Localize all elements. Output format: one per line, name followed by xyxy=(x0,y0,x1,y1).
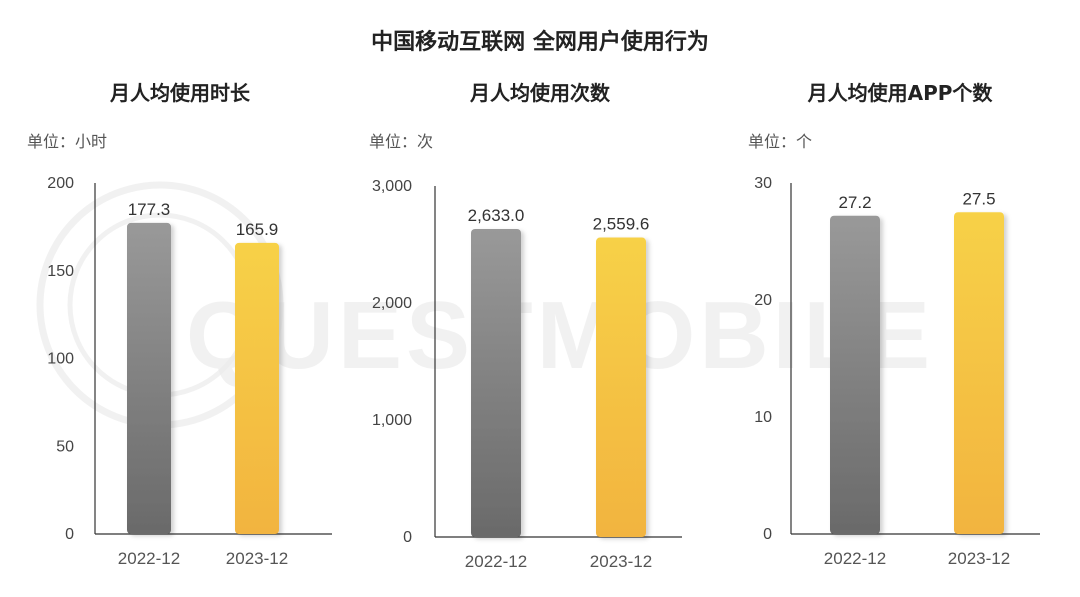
x-tick-label: 2022-12 xyxy=(465,552,527,571)
x-tick-label: 2022-12 xyxy=(118,549,180,568)
chart-panel-usage-hours: 月人均使用时长 单位：小时 0 50 100 150 200 177.3 2022-12 16… xyxy=(0,0,360,597)
chart-panel-usage-times: 月人均使用次数 单位：次 0 1,000 2,000 3,000 2,633.0 2022… xyxy=(360,0,720,597)
panel-title: 月人均使用时长 xyxy=(110,81,250,105)
y-tick-label: 1,000 xyxy=(372,412,412,429)
y-tick-label: 10 xyxy=(754,409,772,426)
y-tick-label: 100 xyxy=(47,351,74,368)
chart-panel-app-count: 月人均使用APP个数 单位：个 0 10 20 30 27.2 2022-12 27.5 20… xyxy=(720,0,1080,597)
data-label: 27.2 xyxy=(838,193,871,212)
y-tick-label: 150 xyxy=(47,263,74,280)
data-label: 2,559.6 xyxy=(593,215,650,234)
y-tick-label: 3,000 xyxy=(372,178,412,195)
panel-title: 月人均使用APP个数 xyxy=(807,81,993,105)
unit-label: 单位：次 xyxy=(369,132,434,151)
bar-2023-12 xyxy=(954,212,1004,534)
y-tick-label: 2,000 xyxy=(372,295,412,312)
data-label: 2,633.0 xyxy=(468,206,525,225)
bar-2023-12 xyxy=(235,242,279,534)
panel-title: 月人均使用次数 xyxy=(470,81,610,105)
data-label: 27.5 xyxy=(962,189,995,208)
data-label: 177.3 xyxy=(128,200,171,219)
bar-chart-usage-times: 0 1,000 2,000 3,000 2,633.0 2022-12 2,559.6 202… xyxy=(372,178,682,571)
y-tick-label: 200 xyxy=(47,175,74,192)
y-tick-label: 0 xyxy=(403,529,412,546)
bar-2022-12 xyxy=(471,228,521,537)
unit-label: 单位：小时 xyxy=(27,132,108,151)
bar-2023-12 xyxy=(596,237,646,537)
y-tick-label: 0 xyxy=(763,526,772,543)
main-title: 中国移动互联网 全网用户使用行为 xyxy=(371,30,709,55)
x-tick-label: 2022-12 xyxy=(824,549,886,568)
y-tick-label: 0 xyxy=(65,526,74,543)
bar-chart-usage-hours: 0 50 100 150 200 177.3 2022-12 165.9 2023-12 xyxy=(47,175,332,568)
bar-2022-12 xyxy=(830,215,880,534)
bar-2022-12 xyxy=(127,222,171,534)
unit-label: 单位：个 xyxy=(748,132,813,151)
y-tick-label: 20 xyxy=(754,292,772,309)
bar-chart-app-count: 0 10 20 30 27.2 2022-12 27.5 2023-12 xyxy=(754,175,1040,568)
x-tick-label: 2023-12 xyxy=(226,549,288,568)
data-label: 165.9 xyxy=(236,220,279,239)
y-tick-label: 50 xyxy=(56,438,74,455)
x-tick-label: 2023-12 xyxy=(948,549,1010,568)
y-tick-label: 30 xyxy=(754,175,772,192)
x-tick-label: 2023-12 xyxy=(590,552,652,571)
